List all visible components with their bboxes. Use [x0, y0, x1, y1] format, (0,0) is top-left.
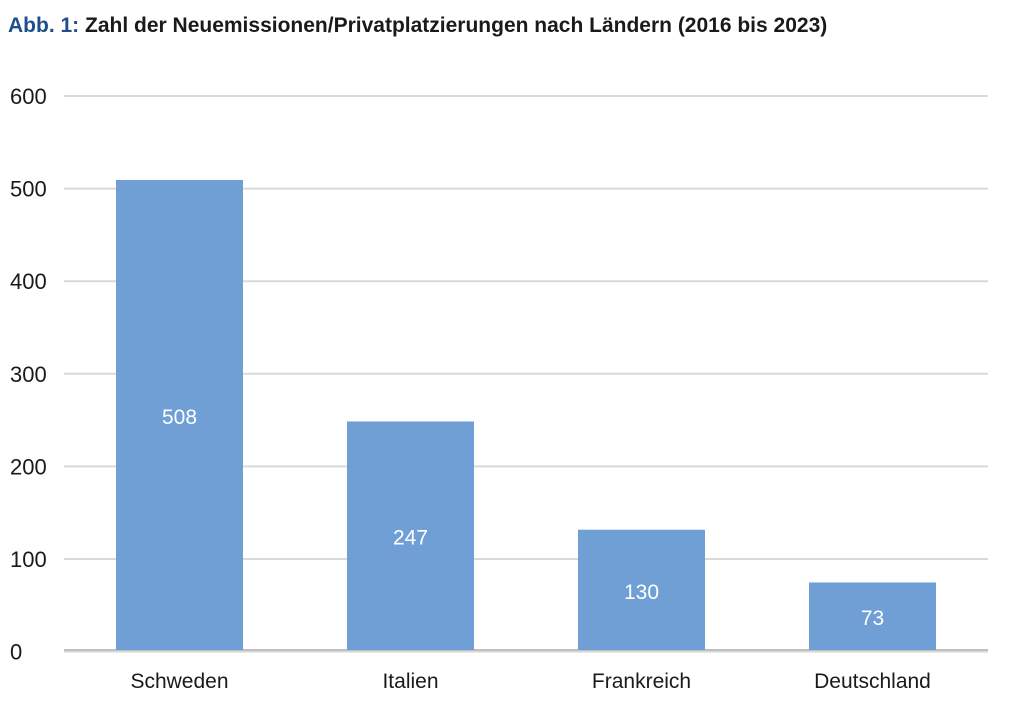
title-text: Zahl der Neuemissionen/Privatplatzierung… — [85, 14, 828, 37]
data-label: 130 — [624, 581, 659, 604]
category-label: Italien — [382, 670, 438, 693]
y-tick-label: 200 — [10, 454, 47, 479]
bar-italien — [347, 421, 474, 650]
bar-schweden — [116, 180, 243, 650]
category-label: Schweden — [130, 670, 228, 693]
chart-title: Abb. 1: Zahl der Neuemissionen/Privatpla… — [8, 6, 827, 46]
data-label: 247 — [393, 527, 428, 550]
y-tick-label: 300 — [10, 362, 47, 387]
category-label: Deutschland — [814, 670, 931, 693]
y-tick-label: 400 — [10, 269, 47, 294]
title-prefix: Abb. 1: — [8, 14, 80, 37]
bar-deutschland — [809, 582, 936, 650]
category-label: Frankreich — [592, 670, 691, 693]
y-tick-label: 500 — [10, 177, 47, 202]
y-axis-tick-labels: 600 500 400 300 200 100 0 — [10, 84, 47, 665]
y-tick-label: 600 — [10, 84, 47, 109]
bar-frankreich — [578, 529, 705, 650]
bars — [116, 180, 936, 650]
data-labels: 508 247 130 73 — [162, 406, 884, 630]
y-tick-label: 0 — [10, 640, 22, 665]
data-label: 73 — [861, 607, 884, 630]
y-tick-label: 100 — [10, 547, 47, 572]
category-labels: Schweden Italien Frankreich Deutschland — [130, 670, 930, 693]
data-label: 508 — [162, 406, 197, 429]
